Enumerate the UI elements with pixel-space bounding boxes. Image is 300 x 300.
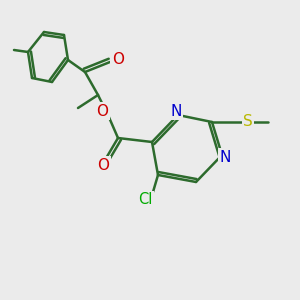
Text: S: S [243, 115, 253, 130]
Text: N: N [219, 149, 231, 164]
Text: Cl: Cl [138, 193, 152, 208]
Text: O: O [97, 158, 109, 172]
Text: O: O [96, 103, 108, 118]
Text: N: N [170, 103, 182, 118]
Text: O: O [112, 52, 124, 67]
